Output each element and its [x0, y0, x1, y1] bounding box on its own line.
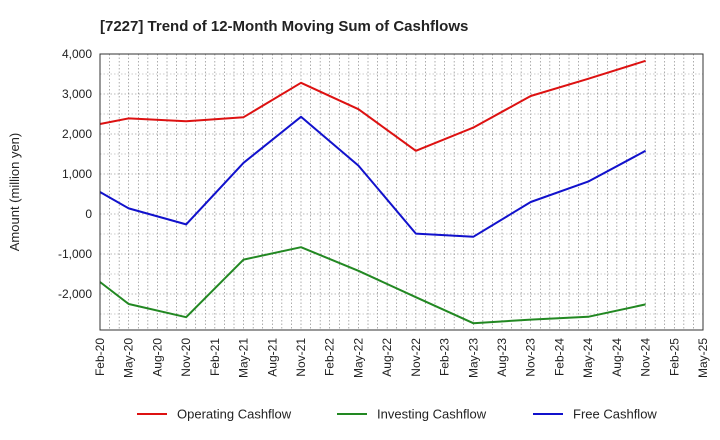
plot-frame	[99, 53, 704, 331]
x-tick-label: Feb-25	[667, 338, 681, 376]
y-tick-label: 0	[85, 207, 92, 221]
legend-label: Operating Cashflow	[177, 407, 292, 422]
x-tick-label: May-24	[581, 338, 595, 378]
x-tick-label: May-25	[696, 338, 710, 378]
y-axis-label: Amount (million yen)	[7, 133, 22, 252]
x-tick-label: Nov-22	[409, 338, 423, 377]
x-tick-label: May-23	[466, 338, 480, 378]
y-tick-label: 2,000	[62, 127, 92, 141]
series-line-investing-cashflow	[99, 246, 646, 325]
y-tick-label: -2,000	[58, 287, 92, 301]
y-tick-label: -1,000	[58, 247, 92, 261]
x-tick-label: Aug-20	[150, 338, 164, 377]
x-tick-label: Feb-24	[552, 338, 566, 376]
grid	[100, 53, 703, 330]
series-line-operating-cashflow	[99, 59, 646, 152]
chart-title: [7227] Trend of 12-Month Moving Sum of C…	[100, 18, 468, 35]
x-ticks: Feb-20 May-20 Aug-20 Nov-20 Feb-21 May-21 Aug-…	[93, 338, 710, 378]
y-ticks: 4,000 3,000 2,000 1,000 0 -1,000 -2,000	[58, 47, 92, 301]
x-tick-label: Nov-24	[639, 338, 653, 377]
x-tick-label: May-22	[351, 338, 365, 378]
x-tick-label: Nov-20	[179, 338, 193, 377]
legend: Operating Cashflow Investing Cashflow Free…	[137, 407, 657, 422]
x-tick-label: Aug-23	[495, 338, 509, 377]
y-tick-label: 3,000	[62, 87, 92, 101]
x-tick-label: Feb-20	[93, 338, 107, 376]
legend-label: Free Cashflow	[573, 407, 657, 422]
x-tick-label: Aug-22	[380, 338, 394, 377]
series-lines	[99, 59, 647, 325]
x-tick-label: May-20	[122, 338, 136, 378]
x-tick-label: Nov-23	[524, 338, 538, 377]
x-tick-label: May-21	[237, 338, 251, 378]
y-tick-label: 1,000	[62, 167, 92, 181]
x-tick-label: Feb-22	[323, 338, 337, 376]
x-tick-label: Aug-24	[610, 338, 624, 377]
legend-label: Investing Cashflow	[377, 407, 487, 422]
y-tick-label: 4,000	[62, 47, 92, 61]
x-tick-label: Aug-21	[265, 338, 279, 377]
x-tick-label: Nov-21	[294, 338, 308, 377]
series-line-free-cashflow	[99, 115, 647, 238]
x-tick-label: Feb-23	[438, 338, 452, 376]
x-tick-label: Feb-21	[208, 338, 222, 376]
